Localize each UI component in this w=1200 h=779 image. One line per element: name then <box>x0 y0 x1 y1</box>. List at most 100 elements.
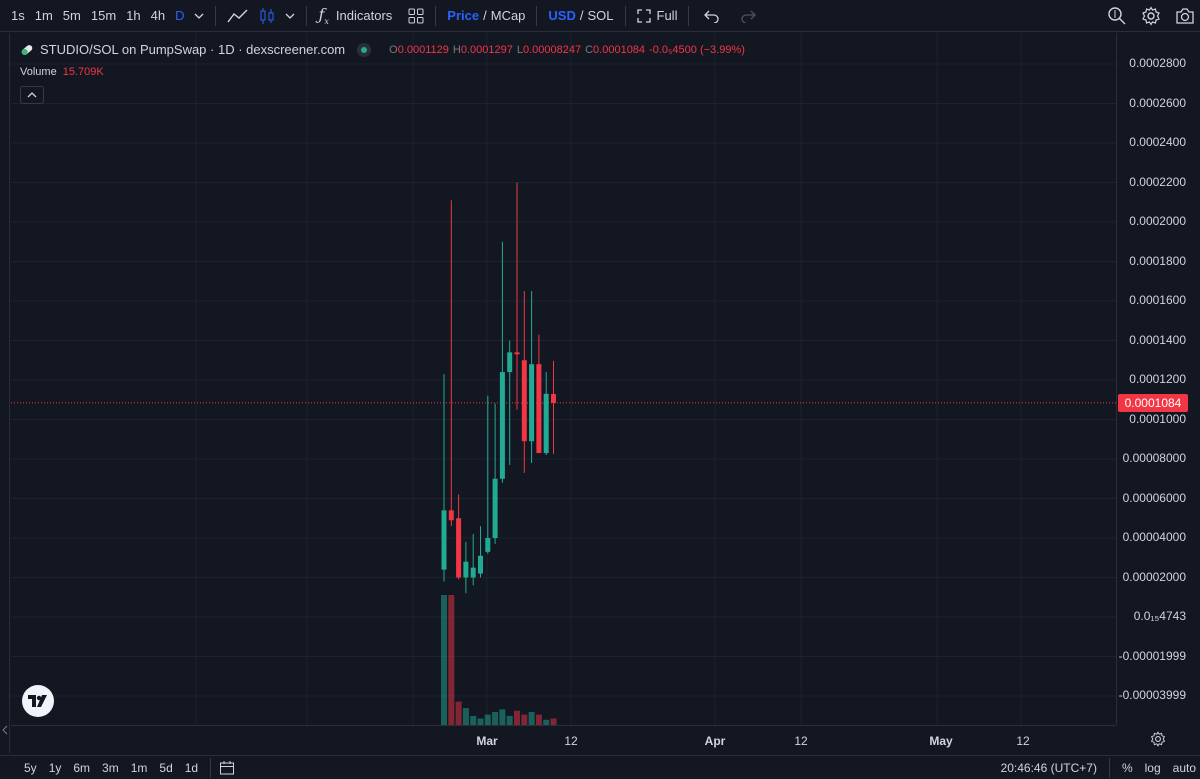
price-axis-label: 0.0001400 <box>1129 332 1186 347</box>
settings-gear-icon[interactable] <box>1136 0 1166 32</box>
price-axis-label: 0.0002600 <box>1129 95 1186 110</box>
candlestick-chart-icon[interactable] <box>254 0 280 32</box>
range-5d-button[interactable]: 5d <box>159 760 173 775</box>
bottom-bar: 5y 1y 6m 3m 1m 5d 1d 20:46:46 (UTC+7) % log au… <box>0 755 1200 779</box>
toolbar-divider <box>435 5 437 26</box>
usd-sol-toggle[interactable]: USD / SOL <box>543 0 618 32</box>
price-axis-label: 0.0001200 <box>1129 372 1186 386</box>
volume-label: Volume <box>20 66 57 78</box>
price-mcap-toggle[interactable]: Price / MCap <box>442 0 530 32</box>
volume-bar <box>470 715 477 725</box>
price-axis-label: 0.0001000 <box>1129 411 1186 426</box>
volume-bar <box>462 708 469 725</box>
price-axis-label: -0.00003999 <box>1118 688 1186 702</box>
volume-bar <box>477 718 484 725</box>
open-value: 0.0001129 <box>397 43 449 56</box>
candlestick-chart[interactable] <box>11 33 1116 725</box>
toolbar-divider <box>624 5 626 26</box>
price-axis-label: 0.0002400 <box>1129 135 1186 149</box>
chart-legend: STUDIO/SOL on PumpSwap · 1D · dexscreene… <box>20 42 745 57</box>
candle-body <box>463 561 469 578</box>
toolbar-divider <box>1108 758 1110 778</box>
auto-scale-toggle[interactable]: auto <box>1172 761 1196 775</box>
price-axis-label: 0.0₁₅4743 <box>1133 609 1186 623</box>
bottom-right-group: 20:46:46 (UTC+7) % log auto <box>1001 756 1196 779</box>
line-chart-icon[interactable] <box>222 0 254 32</box>
candle-body <box>529 364 535 442</box>
timeframe-1s-button[interactable]: 1s <box>11 8 25 23</box>
axis-settings-icon[interactable] <box>1150 731 1166 752</box>
range-1y-button[interactable]: 1y <box>48 760 62 775</box>
calendar-range-icon[interactable] <box>219 760 235 776</box>
range-1d-button[interactable]: 1d <box>184 760 199 775</box>
market-status-icon <box>357 42 372 57</box>
candle-body <box>470 567 476 578</box>
timeframe-1h-button[interactable]: 1h <box>126 8 141 23</box>
volume-value: 15.709K <box>62 66 104 78</box>
log-scale-toggle[interactable]: log <box>1144 761 1161 775</box>
time-axis[interactable]: Mar 12 Apr 12 May 12 <box>11 725 1116 755</box>
candle-body <box>492 478 498 538</box>
time-axis-label: 12 <box>1016 734 1030 748</box>
volume-bar <box>550 718 557 725</box>
volume-bar <box>441 595 447 725</box>
price-axis-label: 0.00006000 <box>1122 490 1186 505</box>
candle-body <box>499 372 505 479</box>
close-value: 0.0001084 <box>593 43 646 56</box>
tradingview-logo[interactable] <box>22 685 54 717</box>
volume-legend: Volume 15.709K <box>20 66 104 78</box>
candle-body <box>448 510 454 521</box>
change-value: -0.0₅4500 (−3.99%) <box>649 43 745 56</box>
price-axis-label: 0.0001800 <box>1129 253 1186 268</box>
volume-bar <box>528 712 535 725</box>
chevron-up-icon <box>27 92 37 98</box>
toolbar-divider <box>306 5 308 26</box>
candle-body <box>485 538 491 552</box>
volume-bar <box>506 715 513 725</box>
candle-body <box>507 352 513 373</box>
volume-bar <box>455 701 462 725</box>
timeframe-d-button[interactable]: D <box>175 8 185 23</box>
range-3m-button[interactable]: 3m <box>102 760 119 775</box>
range-6m-button[interactable]: 6m <box>73 760 91 775</box>
timeframe-4h-button[interactable]: 4h <box>150 8 166 23</box>
camera-icon[interactable] <box>1170 0 1200 32</box>
timeframe-5m-button[interactable]: 5m <box>62 8 81 23</box>
collapse-legend-button[interactable] <box>20 86 44 104</box>
indicators-button[interactable]: ƒx Indicators <box>313 0 397 32</box>
timeframe-dropdown-icon[interactable] <box>189 0 209 32</box>
timeframe-1m-button[interactable]: 1m <box>34 8 53 23</box>
toolbar-divider <box>688 5 690 26</box>
clock-timezone[interactable]: 20:46:46 (UTC+7) <box>1000 761 1097 775</box>
sol-option: SOL <box>587 8 614 23</box>
sidebar-expand-icon[interactable] <box>2 722 8 740</box>
layouts-grid-icon[interactable] <box>403 0 429 32</box>
symbol-title[interactable]: STUDIO/SOL on PumpSwap · 1D · dexscreene… <box>40 42 346 57</box>
price-axis-label: 0.0001600 <box>1129 293 1186 307</box>
search-zoom-icon[interactable] <box>1102 0 1132 32</box>
percent-scale-toggle[interactable]: % <box>1121 761 1133 775</box>
chart-pane[interactable] <box>11 33 1116 725</box>
undo-icon[interactable] <box>699 0 725 32</box>
time-axis-label: 12 <box>794 734 808 748</box>
volume-bar <box>484 714 491 725</box>
toolbar-divider <box>215 5 217 26</box>
price-axis-label: -0.00001999 <box>1118 648 1186 663</box>
candle-body <box>478 555 483 574</box>
range-5y-button[interactable]: 5y <box>24 760 37 775</box>
candle-body <box>441 510 447 570</box>
candle-body <box>521 360 527 442</box>
timeframe-15m-button[interactable]: 15m <box>90 8 117 23</box>
volume-bar <box>543 719 550 725</box>
candle-body <box>456 518 462 578</box>
price-axis[interactable]: 0.0002800 0.0002600 0.0002400 0.0002200 0.00… <box>1116 33 1200 725</box>
range-1m-button[interactable]: 1m <box>130 760 148 775</box>
top-toolbar: 1s 1m 5m 15m 1h 4h D ƒx Indicators Price / MCa… <box>0 0 1200 32</box>
volume-bar <box>499 709 506 725</box>
high-label: H <box>452 43 461 56</box>
fullscreen-button[interactable]: Full <box>632 0 683 32</box>
chart-type-dropdown-icon[interactable] <box>280 0 300 32</box>
redo-icon[interactable] <box>735 0 761 32</box>
date-range-group: 5y 1y 6m 3m 1m 5d 1d <box>0 761 204 775</box>
low-value: 0.00008247 <box>522 43 582 56</box>
